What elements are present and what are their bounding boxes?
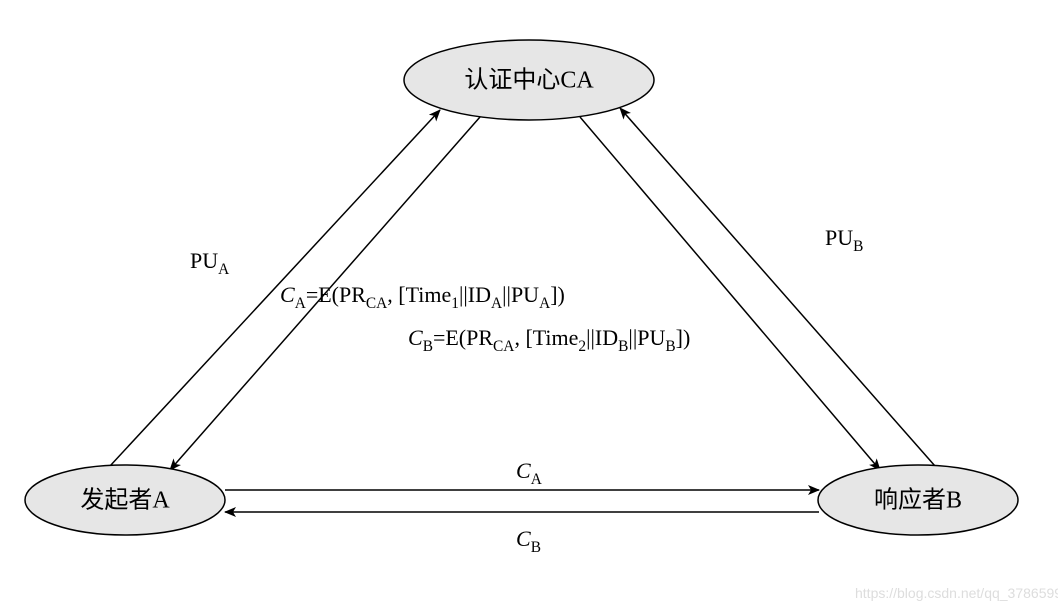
- node-a-label: 发起者A: [80, 487, 170, 514]
- node-ca: 认证中心CA: [404, 40, 654, 120]
- node-b-label: 响应者B: [874, 487, 962, 514]
- label-c-a-formula: CA=E(PRCA, [Time1||IDA||PUA]): [280, 282, 565, 312]
- label-c-b: CB: [516, 526, 541, 556]
- label-c-b-formula: CB=E(PRCA, [Time2||IDB||PUB]): [408, 325, 690, 355]
- diagram-canvas: 认证中心CA 发起者A 响应者B PUA PUB CA CB CA=E(PRCA…: [0, 0, 1058, 606]
- node-ca-label: 认证中心CA: [464, 67, 594, 94]
- label-c-a: CA: [516, 458, 542, 488]
- edge-ca-to-b: [580, 117, 880, 470]
- label-pu-b: PUB: [825, 225, 863, 255]
- watermark: https://blog.csdn.net/qq_37865996: [855, 585, 1058, 601]
- edge-b-to-ca: [620, 108, 935, 466]
- node-a: 发起者A: [25, 465, 225, 535]
- node-b: 响应者B: [818, 465, 1018, 535]
- label-pu-a: PUA: [190, 248, 229, 278]
